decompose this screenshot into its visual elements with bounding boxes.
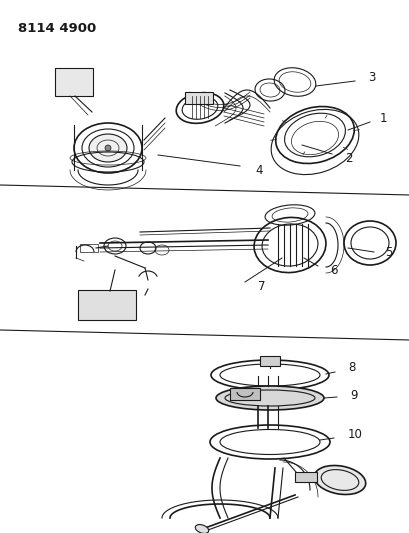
Text: 7: 7: [257, 279, 265, 293]
Bar: [229, 388, 259, 400]
Text: 5: 5: [384, 246, 391, 259]
Bar: [184, 92, 213, 104]
Ellipse shape: [314, 465, 365, 495]
Text: 2: 2: [344, 151, 352, 165]
Bar: [55, 68, 93, 96]
Ellipse shape: [105, 145, 111, 151]
Text: 8114 4900: 8114 4900: [18, 22, 96, 35]
Text: 3: 3: [367, 70, 375, 84]
Text: 1: 1: [379, 111, 387, 125]
Ellipse shape: [89, 134, 127, 162]
Bar: [259, 356, 279, 366]
Bar: [78, 290, 136, 320]
Text: 4: 4: [254, 164, 262, 176]
Bar: [294, 472, 316, 482]
Text: 8: 8: [347, 361, 355, 375]
Text: 9: 9: [349, 390, 357, 402]
Ellipse shape: [195, 524, 208, 533]
Ellipse shape: [216, 386, 323, 410]
Text: 10: 10: [347, 429, 362, 441]
Text: 6: 6: [329, 263, 337, 277]
Bar: [80, 244, 98, 252]
